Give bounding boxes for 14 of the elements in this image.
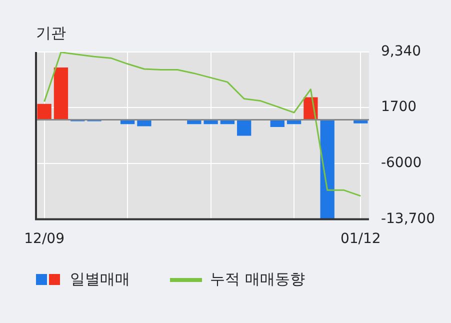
bar [54,68,68,120]
bar [320,120,334,218]
legend-label: 누적 매매동향 [210,270,305,289]
x-tick-label: 01/12 [340,231,381,248]
x-tick-label: 12/09 [24,231,65,248]
bar [137,120,152,126]
y-tick-label: 9,340 [380,44,422,60]
y-tick-label: -13,700 [380,210,436,227]
bar [237,120,252,136]
bar [37,104,52,120]
chart-title: 기관 [36,24,66,43]
y-tick-label: -6000 [380,154,422,171]
y-tick-label: 1700 [380,99,417,116]
legend-label: 일별매매 [70,270,130,289]
